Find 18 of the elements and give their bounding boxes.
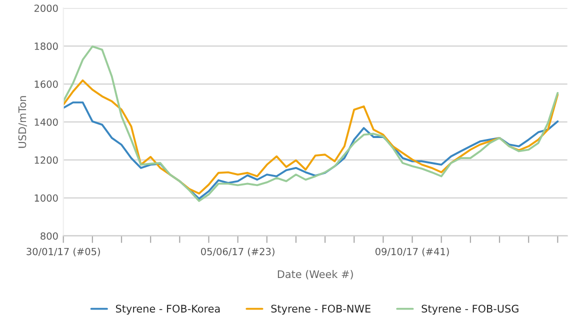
line-series	[63, 79, 559, 195]
legend-label: Styrene - FOB-USG	[422, 304, 518, 315]
y-axis-title: USD/mTon	[18, 96, 27, 148]
y-tick-label: 1400	[34, 118, 58, 126]
line-series	[63, 101, 559, 200]
legend-label: Styrene - FOB-NWE	[271, 304, 370, 315]
y-tick-label: 1000	[34, 194, 58, 202]
y-tick-label: 1600	[34, 80, 58, 88]
x-axis-title: Date (Week #)	[278, 270, 353, 280]
y-tick-label: 1200	[34, 156, 58, 164]
y-tick-label: 800	[40, 232, 58, 240]
legend-label: Styrene - FOB-Korea	[116, 304, 220, 315]
line-series	[63, 45, 559, 202]
y-tick-label: 2000	[34, 4, 58, 12]
x-tick-label: 09/10/17 (#41)	[375, 248, 449, 256]
x-tick-label: 30/01/17 (#05)	[26, 248, 100, 256]
y-tick-label: 1800	[34, 42, 58, 50]
x-tick-label: 05/06/17 (#23)	[201, 248, 274, 256]
